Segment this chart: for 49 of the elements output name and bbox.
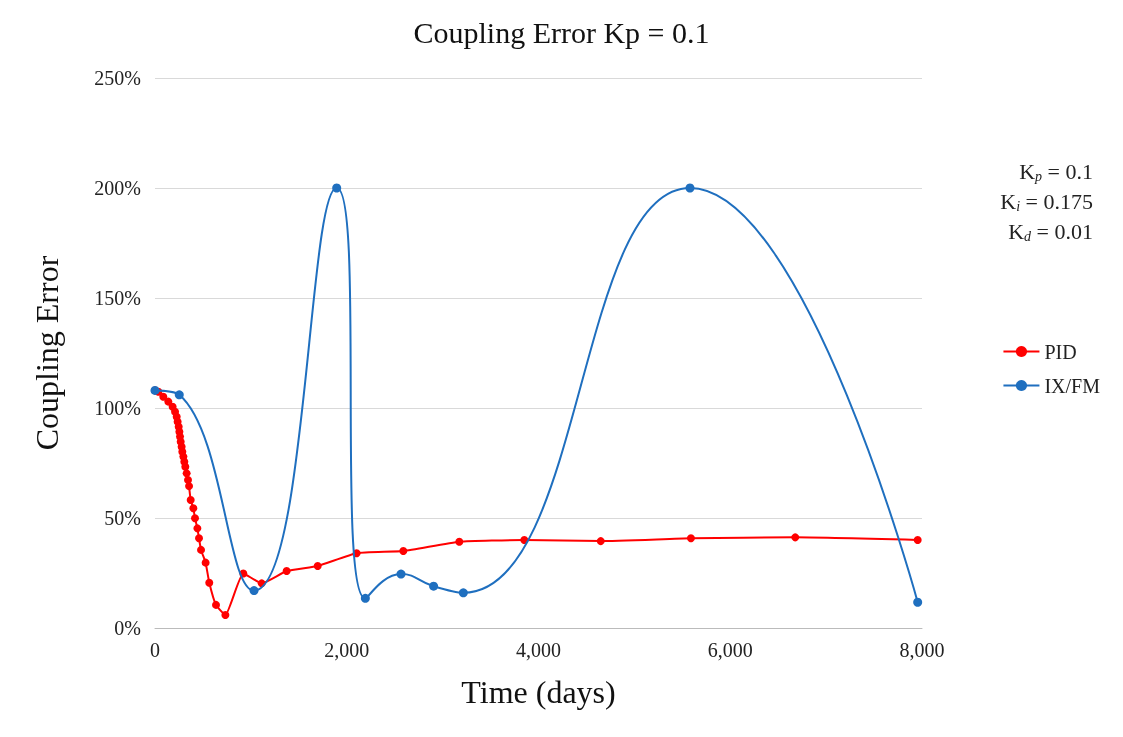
- point: [399, 547, 408, 555]
- point: [458, 588, 468, 598]
- point: [221, 611, 230, 620]
- point: [197, 545, 206, 554]
- point: [686, 534, 695, 543]
- x-tick-label: 2,000: [324, 639, 370, 661]
- point: [332, 183, 342, 193]
- point: [189, 504, 198, 513]
- point: [685, 183, 695, 193]
- point: [211, 600, 220, 609]
- point: [429, 581, 439, 591]
- point: [182, 469, 191, 478]
- point: [791, 533, 800, 542]
- point: [455, 537, 464, 546]
- point: [913, 536, 922, 544]
- point: [205, 578, 214, 587]
- x-axis-title: Time (days): [461, 674, 616, 710]
- point: [396, 569, 406, 579]
- point: [282, 567, 291, 576]
- x-tick-label: 4,000: [516, 639, 561, 661]
- y-tick-label: 0%: [114, 617, 141, 639]
- point: [249, 586, 259, 596]
- point: [159, 392, 168, 401]
- point: [193, 524, 202, 533]
- point: [174, 390, 184, 400]
- y-tick-label: 200%: [94, 177, 141, 199]
- legend-label: IX/FM: [1044, 374, 1101, 397]
- text: Kd = 0.01: [1008, 218, 1094, 244]
- point: [596, 537, 605, 546]
- point: [913, 597, 923, 607]
- point: [186, 495, 195, 504]
- y-tick-label: 100%: [94, 397, 141, 419]
- point: [313, 561, 322, 570]
- x-tick-label: 6,000: [707, 639, 753, 661]
- point: [185, 482, 194, 491]
- chart-title: Coupling Error Kp = 0.1: [413, 15, 710, 49]
- x-tick-label: 8,000: [899, 639, 945, 661]
- point: [360, 593, 370, 603]
- point: [201, 558, 210, 567]
- legend-label: PID: [1044, 340, 1077, 363]
- y-tick-label: 150%: [94, 287, 141, 309]
- y-axis-title: Coupling Error: [29, 255, 65, 451]
- y-tick-label: 250%: [94, 67, 141, 89]
- point: [190, 514, 199, 523]
- y-tick-label: 50%: [104, 507, 141, 529]
- text: Ki = 0.175: [1000, 188, 1094, 214]
- text: Kp = 0.1: [1019, 158, 1094, 184]
- point: [195, 534, 204, 543]
- x-tick-label: 0: [150, 639, 160, 661]
